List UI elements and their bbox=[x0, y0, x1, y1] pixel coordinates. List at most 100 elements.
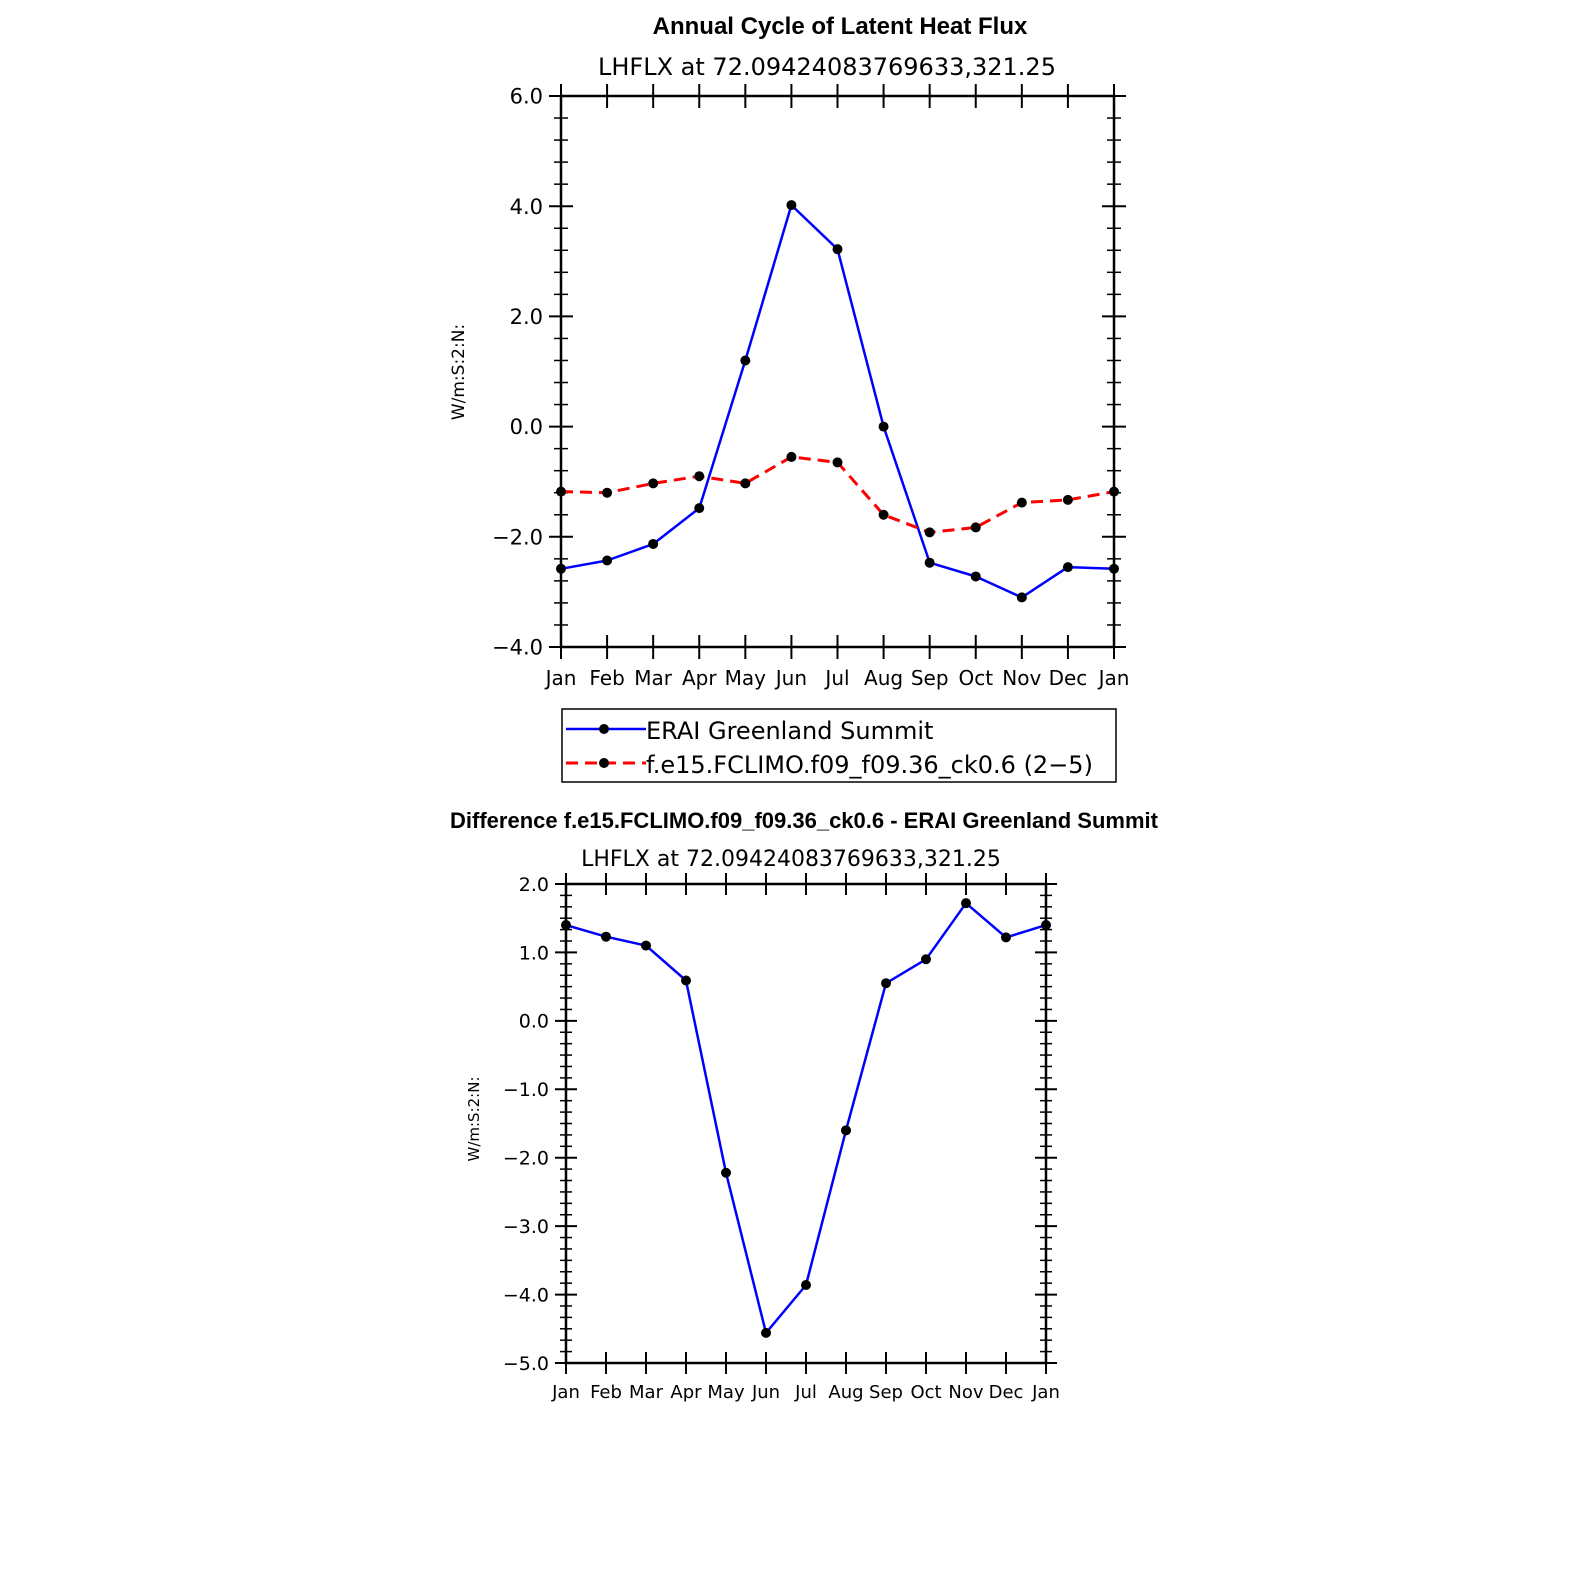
data-point bbox=[1016, 592, 1027, 603]
data-point bbox=[970, 522, 981, 533]
x-tick-label: Nov bbox=[948, 1382, 983, 1403]
legend-marker-erai bbox=[599, 724, 609, 734]
data-point bbox=[761, 1327, 771, 1338]
x-tick-label: Feb bbox=[590, 1382, 622, 1403]
data-point bbox=[602, 555, 613, 566]
x-tick-labels: Jan Feb Mar Apr May Jun Jul Aug Sep Oct Nov Dec Jan bbox=[544, 666, 1130, 690]
x-tick-label: Jun bbox=[774, 666, 807, 690]
x-tick-label: Apr bbox=[682, 666, 717, 690]
data-point bbox=[878, 421, 889, 432]
y-axis-label: W/m:S:2:N: bbox=[449, 324, 469, 420]
x-tick-label: Dec bbox=[989, 1382, 1024, 1403]
x-tick-label: Sep bbox=[869, 1382, 903, 1403]
x-tick-label: Mar bbox=[634, 666, 673, 690]
y-axis-label: W/m:S:2:N: bbox=[465, 1077, 483, 1162]
x-tick-label: Jan bbox=[544, 666, 577, 690]
data-point bbox=[881, 978, 891, 989]
y-tick-labels: −5.0 −4.0 −3.0 −2.0 −1.0 0.0 1.0 2.0 bbox=[503, 874, 549, 1375]
data-point bbox=[740, 478, 751, 489]
data-point bbox=[681, 975, 691, 986]
x-tick-label: May bbox=[707, 1382, 745, 1403]
x-tick-labels: Jan Feb Mar Apr May Jun Jul Aug Sep Oct Nov Dec Jan bbox=[551, 1382, 1060, 1403]
data-point bbox=[602, 487, 613, 498]
data-point bbox=[970, 571, 981, 582]
plot-frame bbox=[564, 882, 1048, 1365]
data-point bbox=[648, 538, 659, 549]
series-line bbox=[560, 203, 1115, 599]
x-tick-label: Oct bbox=[958, 666, 993, 690]
y-tick-label: −2.0 bbox=[503, 1148, 549, 1170]
series-layer bbox=[561, 898, 1051, 1338]
legend: ERAI Greenland Summit f.e15.FCLIMO.f09_f… bbox=[561, 708, 1117, 783]
data-point bbox=[648, 478, 659, 489]
chart-title: Annual Cycle of Latent Heat Flux bbox=[653, 13, 1028, 40]
data-point bbox=[561, 920, 571, 931]
data-point bbox=[1062, 562, 1073, 573]
legend-marker-model bbox=[599, 758, 609, 768]
data-point bbox=[921, 954, 931, 965]
chart-subtitle: LHFLX at 72.09424083769633,321.25 bbox=[598, 53, 1056, 81]
series-line bbox=[560, 455, 1115, 534]
y-tick-label: 6.0 bbox=[510, 85, 543, 109]
data-point bbox=[694, 503, 705, 514]
x-tick-label: Jun bbox=[751, 1382, 780, 1403]
data-point bbox=[1001, 932, 1011, 943]
data-point bbox=[801, 1279, 811, 1290]
data-point bbox=[1109, 486, 1119, 497]
data-point bbox=[1041, 920, 1051, 931]
series-layer bbox=[556, 200, 1119, 603]
data-point bbox=[878, 509, 889, 520]
y-tick-label: −2.0 bbox=[492, 525, 543, 549]
y-tick-label: 0.0 bbox=[519, 1011, 549, 1033]
x-tick-label: Jul bbox=[794, 1382, 817, 1403]
x-tick-label: Jan bbox=[551, 1382, 580, 1403]
difference-chart: Difference f.e15.FCLIMO.f09_f09.36_ck0.6… bbox=[450, 808, 1159, 1403]
x-tick-label: Sep bbox=[911, 666, 949, 690]
data-point bbox=[556, 486, 566, 497]
data-point bbox=[832, 457, 843, 468]
data-point bbox=[786, 451, 797, 462]
x-tick-label: Aug bbox=[828, 1382, 863, 1403]
legend-label-erai: ERAI Greenland Summit bbox=[646, 717, 933, 745]
x-tick-label: Jan bbox=[1031, 1382, 1060, 1403]
chart-title: Difference f.e15.FCLIMO.f09_f09.36_ck0.6… bbox=[450, 808, 1159, 833]
data-point bbox=[832, 244, 843, 255]
x-tick-label: Apr bbox=[670, 1382, 702, 1403]
data-point bbox=[641, 940, 651, 951]
data-point bbox=[924, 527, 935, 538]
axis-ticks bbox=[555, 873, 1057, 1374]
data-point bbox=[1016, 497, 1027, 508]
x-tick-label: Jan bbox=[1097, 666, 1130, 690]
x-tick-label: Feb bbox=[589, 666, 624, 690]
y-tick-label: 2.0 bbox=[510, 305, 543, 329]
y-tick-label: −4.0 bbox=[503, 1284, 549, 1306]
y-tick-label: 1.0 bbox=[519, 942, 549, 964]
y-tick-labels: −4.0 −2.0 0.0 2.0 4.0 6.0 bbox=[492, 85, 543, 660]
x-tick-label: Nov bbox=[1002, 666, 1041, 690]
x-tick-label: Aug bbox=[864, 666, 903, 690]
annual-cycle-chart: Annual Cycle of Latent Heat Flux LHFLX a… bbox=[449, 13, 1130, 783]
y-tick-label: 4.0 bbox=[510, 195, 543, 219]
data-point bbox=[924, 557, 935, 568]
plot-frame bbox=[559, 94, 1116, 649]
y-tick-label: −5.0 bbox=[503, 1353, 549, 1375]
data-point bbox=[601, 931, 611, 942]
series-line bbox=[565, 901, 1047, 1335]
legend-box bbox=[561, 708, 1117, 783]
x-tick-label: Dec bbox=[1049, 666, 1088, 690]
y-tick-label: 0.0 bbox=[510, 415, 543, 439]
x-tick-label: Oct bbox=[910, 1382, 941, 1403]
data-point bbox=[721, 1167, 731, 1178]
data-point bbox=[786, 200, 797, 211]
data-point bbox=[841, 1125, 851, 1136]
y-tick-label: −4.0 bbox=[492, 636, 543, 660]
data-point bbox=[694, 471, 705, 482]
data-point bbox=[1109, 563, 1119, 574]
data-point bbox=[1062, 494, 1073, 505]
x-tick-label: Jul bbox=[823, 666, 849, 690]
legend-label-model: f.e15.FCLIMO.f09_f09.36_ck0.6 (2−5) bbox=[646, 751, 1093, 779]
y-tick-label: 2.0 bbox=[519, 874, 549, 896]
y-tick-label: −1.0 bbox=[503, 1079, 549, 1101]
data-point bbox=[740, 355, 751, 366]
